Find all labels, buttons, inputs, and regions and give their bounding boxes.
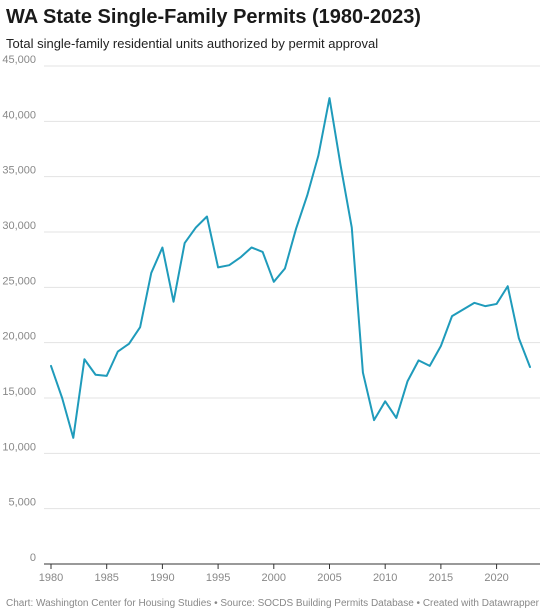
data-point [261,251,263,253]
data-point [61,397,63,399]
chart-footer: Chart: Washington Center for Housing Stu… [6,598,539,609]
data-point [284,267,286,269]
data-point [306,194,308,196]
data-point [339,164,341,166]
data-point [518,337,520,339]
data-point [362,371,364,373]
data-point [228,264,230,266]
x-tick-label: 2005 [317,572,341,584]
data-point [484,305,486,307]
y-tick-label: 20,000 [2,331,36,343]
x-tick-label: 2020 [484,572,508,584]
y-tick-label: 25,000 [2,275,36,287]
y-tick-label: 15,000 [2,386,36,398]
data-point [384,400,386,402]
data-point [217,266,219,268]
series-line [50,97,531,439]
data-point [139,326,141,328]
data-point [239,256,241,258]
data-point [507,285,509,287]
chart-subtitle: Total single-family residential units au… [6,36,379,51]
data-point [529,366,531,368]
x-tick-label: 2010 [373,572,397,584]
y-tick-label: 45,000 [2,54,36,66]
data-point [328,97,330,99]
data-point [295,227,297,229]
data-point [473,302,475,304]
data-point [50,365,52,367]
data-point [406,380,408,382]
data-point [195,226,197,228]
data-point [94,374,96,376]
y-tick-label: 35,000 [2,165,36,177]
x-tick-label: 1985 [94,572,118,584]
data-point [417,359,419,361]
y-tick-label: 30,000 [2,220,36,232]
data-point [395,417,397,419]
data-point [72,437,74,439]
data-point [250,246,252,248]
data-point [495,303,497,305]
y-tick-label: 5,000 [8,497,36,509]
data-point [273,281,275,283]
line-chart: 0 5,000 10,000 15,000 20,000 25,000 30,000 35,0… [2,54,540,584]
x-tick-label: 1990 [150,572,174,584]
data-point [429,365,431,367]
data-point [161,246,163,248]
data-point [206,215,208,217]
data-point [351,226,353,228]
data-point [105,375,107,377]
y-tick-label: 0 [30,552,36,564]
x-tick-label: 2015 [429,572,453,584]
y-tick-label: 40,000 [2,109,36,121]
data-point [83,358,85,360]
data-point [451,315,453,317]
data-point [373,419,375,421]
chart-title: WA State Single-Family Permits (1980-202… [6,6,421,28]
data-point [317,154,319,156]
data-point [183,242,185,244]
x-tick-label: 1980 [39,572,63,584]
data-point [128,343,130,345]
x-tick-label: 2000 [262,572,286,584]
data-point [150,272,152,274]
data-point [440,345,442,347]
data-point [462,308,464,310]
data-point [172,301,174,303]
data-point [117,350,119,352]
x-tick-label: 1995 [206,572,230,584]
y-tick-label: 10,000 [2,441,36,453]
